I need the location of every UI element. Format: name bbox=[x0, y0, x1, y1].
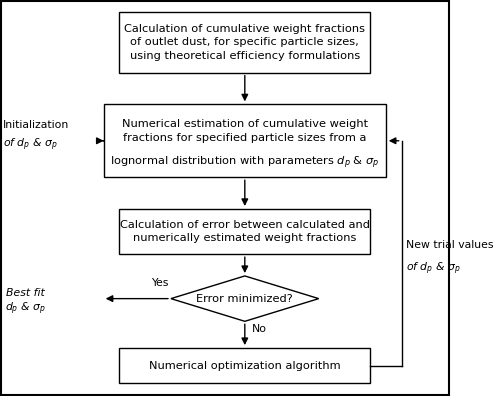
Text: Calculation of error between calculated and
numerically estimated weight fractio: Calculation of error between calculated … bbox=[120, 220, 370, 243]
FancyBboxPatch shape bbox=[120, 348, 370, 383]
FancyBboxPatch shape bbox=[120, 11, 370, 73]
FancyBboxPatch shape bbox=[104, 104, 386, 177]
Text: lognormal distribution with parameters $d_p$ & $\sigma_p$: lognormal distribution with parameters $… bbox=[110, 154, 380, 171]
Polygon shape bbox=[171, 276, 318, 321]
Text: Error minimized?: Error minimized? bbox=[196, 293, 293, 304]
Text: of $d_p$ & $\sigma_p$: of $d_p$ & $\sigma_p$ bbox=[406, 261, 461, 277]
FancyBboxPatch shape bbox=[120, 209, 370, 254]
Text: Best fit
$d_p$ & $\sigma_p$: Best fit $d_p$ & $\sigma_p$ bbox=[5, 288, 46, 317]
Text: No: No bbox=[252, 324, 266, 335]
Text: Initialization: Initialization bbox=[3, 120, 69, 130]
Text: New trial values: New trial values bbox=[406, 240, 494, 250]
Text: Numerical estimation of cumulative weight
fractions for specified particle sizes: Numerical estimation of cumulative weigh… bbox=[122, 119, 368, 143]
Text: Numerical optimization algorithm: Numerical optimization algorithm bbox=[149, 361, 340, 371]
Text: of $d_p$ & $\sigma_p$: of $d_p$ & $\sigma_p$ bbox=[3, 137, 58, 153]
Text: Calculation of cumulative weight fractions
of outlet dust, for specific particle: Calculation of cumulative weight fractio… bbox=[124, 23, 366, 61]
Text: Yes: Yes bbox=[152, 278, 168, 287]
